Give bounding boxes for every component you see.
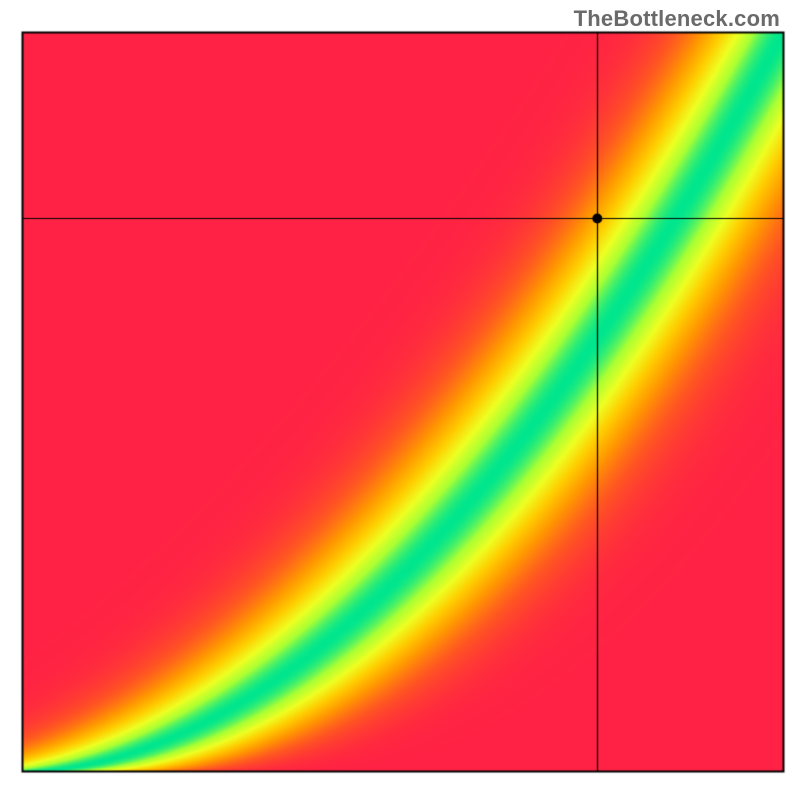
- chart-container: TheBottleneck.com: [0, 0, 800, 800]
- heatmap-canvas: [0, 0, 800, 800]
- watermark-text: TheBottleneck.com: [574, 6, 780, 32]
